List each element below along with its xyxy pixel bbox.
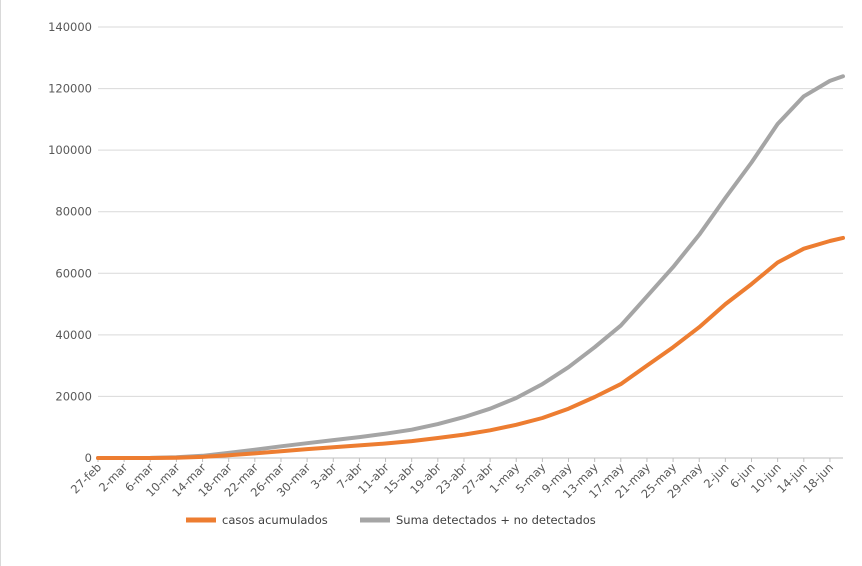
series-line-casos-acumulados [96,235,845,460]
y-tick-label-40000: 40000 [55,328,92,342]
y-axis: 0 20000 40000 60000 80000 100000 120000 140000 [48,20,92,465]
y-tick-label-0: 0 [85,451,92,465]
x-tick-label-18-jun: 18-jun [800,460,836,496]
legend-label-suma-detectados: Suma detectados + no detectados [396,513,596,527]
x-tick-label-27-feb: 27-feb [68,460,104,496]
y-tick-label-100000: 100000 [48,143,92,157]
y-tick-label-140000: 140000 [48,20,92,34]
x-tick-label-3-abr: 3-abr [308,460,340,492]
legend: casos acumulados Suma detectados + no de… [186,513,596,527]
legend-label-casos-acumulados: casos acumulados [222,513,328,527]
x-tick-label-2-jun: 2-jun [701,460,732,491]
series-line-suma-detectados-no-detectados [96,74,845,460]
gridlines [98,26,843,459]
x-axis: 27-feb2-mar6-mar10-mar14-mar18-mar22-mar… [68,458,836,501]
y-tick-label-60000: 60000 [55,266,92,280]
x-tick-label-2-mar: 2-mar [96,460,130,494]
series-lines [96,74,845,460]
y-tick-label-20000: 20000 [55,389,92,403]
y-tick-label-80000: 80000 [55,205,92,219]
y-tick-label-120000: 120000 [48,82,92,96]
